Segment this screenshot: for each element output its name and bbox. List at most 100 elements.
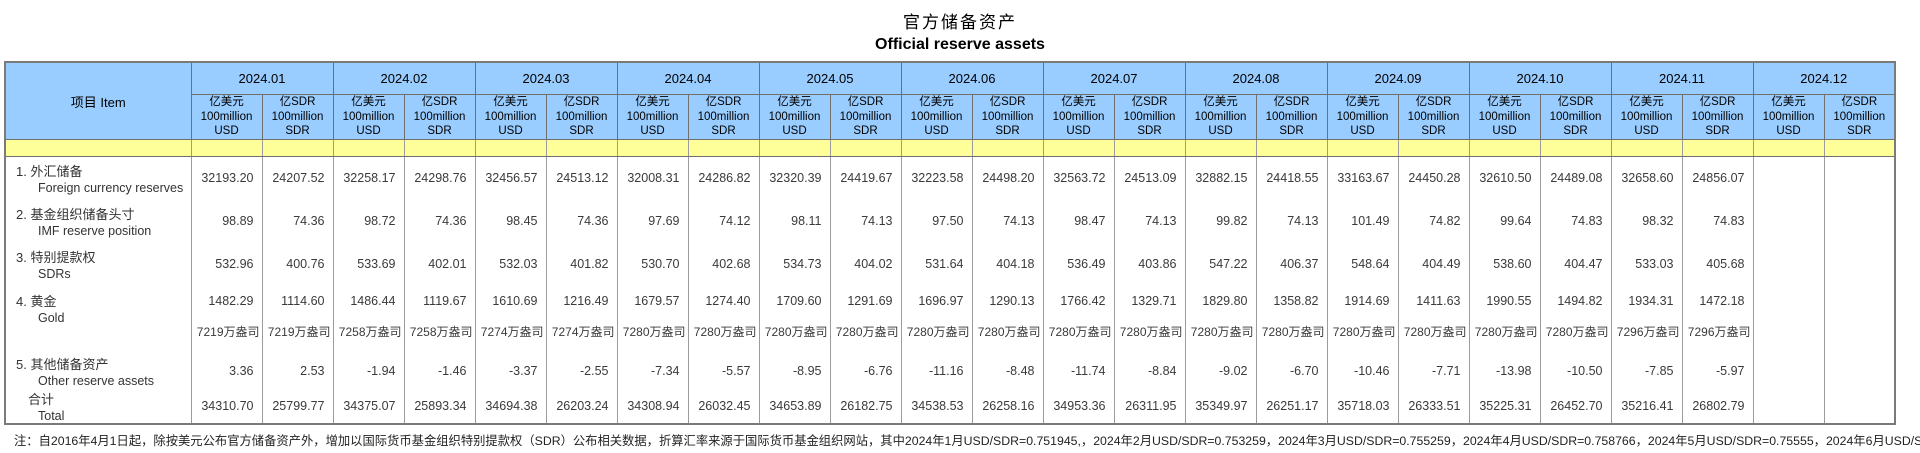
spacer-cell (616, 139, 689, 157)
cell-total-sdr (1823, 388, 1896, 424)
cell-usd: 97.50 (900, 199, 973, 243)
table-row: 5. 其他储备资产 Other reserve assets 3.36 2.53 -1.… (4, 352, 1896, 389)
unit-usd-header: 亿美元 100million USD (900, 94, 973, 140)
cell-usd: 547.22 (1184, 242, 1257, 286)
month-header: 2024.12 (1752, 61, 1896, 95)
unit-sdr-header: 亿SDR 100million SDR (1113, 94, 1186, 140)
gold-ounces: 7296万盎司 (1687, 324, 1751, 339)
cell-total-usd: 35349.97 (1184, 388, 1257, 424)
cell-total-usd: 34953.36 (1042, 388, 1115, 424)
cell-usd: -1.94 (332, 352, 405, 389)
item-column-header: 项目 Item (4, 61, 192, 140)
cell-total-usd: 35216.41 (1610, 388, 1683, 424)
cell-usd: 99.64 (1468, 199, 1541, 243)
cell-total-usd: 34653.89 (758, 388, 831, 424)
month-header: 2024.03 (474, 61, 618, 95)
unit-usd-header: 亿美元 100million USD (1184, 94, 1257, 140)
spacer-cell (1184, 139, 1257, 157)
cell-total-sdr: 26452.70 (1539, 388, 1612, 424)
spacer-row (4, 139, 1896, 157)
cell-total-usd: 35718.03 (1326, 388, 1399, 424)
cell-sdr: 74.13 (1255, 199, 1328, 243)
cell-usd: -11.16 (900, 352, 973, 389)
cell-usd: 1709.60 7280万盎司 (758, 285, 831, 353)
cell-sdr: 74.12 (687, 199, 760, 243)
cell-sdr: 74.83 (1681, 199, 1754, 243)
cell-sdr: -5.57 (687, 352, 760, 389)
table-row: 3. 特别提款权 SDRs 532.96 400.76 533.69 402.01 532.… (4, 242, 1896, 286)
spacer-cell (1752, 139, 1825, 157)
cell-sdr: 74.83 (1539, 199, 1612, 243)
spacer-cell (403, 139, 476, 157)
gold-ounces: 7280万盎司 (1048, 324, 1112, 339)
unit-usd-header: 亿美元 100million USD (474, 94, 547, 140)
cell-usd: 32320.39 (758, 156, 831, 200)
cell-total-sdr: 25799.77 (261, 388, 334, 424)
row-label: 2. 基金组织储备头寸 IMF reserve position (4, 199, 192, 243)
cell-usd: 32658.60 (1610, 156, 1683, 200)
unit-usd-header: 亿美元 100million USD (616, 94, 689, 140)
cell-sdr: 1358.82 7280万盎司 (1255, 285, 1328, 353)
cell-usd: 532.96 (190, 242, 263, 286)
unit-sdr-header: 亿SDR 100million SDR (829, 94, 902, 140)
cell-total-usd: 34308.94 (616, 388, 689, 424)
table-row: 4. 黄金 Gold 1482.29 7219万盎司 1114.60 7219万盎司 148… (4, 285, 1896, 353)
cell-total-sdr: 26802.79 (1681, 388, 1754, 424)
month-header: 2024.08 (1184, 61, 1328, 95)
cell-sdr: 1274.40 7280万盎司 (687, 285, 760, 353)
cell-sdr: 404.47 (1539, 242, 1612, 286)
cell-usd: 32193.20 (190, 156, 263, 200)
cell-total-sdr: 26203.24 (545, 388, 618, 424)
month-header: 2024.05 (758, 61, 902, 95)
cell-sdr: 74.36 (545, 199, 618, 243)
spacer-cell (900, 139, 973, 157)
spacer-cell (545, 139, 618, 157)
gold-ounces: 7280万盎司 (1261, 324, 1325, 339)
cell-usd (1752, 156, 1825, 200)
cell-usd: 1679.57 7280万盎司 (616, 285, 689, 353)
cell-usd: -3.37 (474, 352, 547, 389)
unit-usd-header: 亿美元 100million USD (1468, 94, 1541, 140)
cell-total-usd: 35225.31 (1468, 388, 1541, 424)
cell-sdr: 1411.63 7280万盎司 (1397, 285, 1470, 353)
cell-usd: 532.03 (474, 242, 547, 286)
cell-sdr: -8.48 (971, 352, 1044, 389)
gold-ounces: 7219万盎司 (267, 324, 331, 339)
unit-sdr-header: 亿SDR 100million SDR (1255, 94, 1328, 140)
cell-sdr: 404.02 (829, 242, 902, 286)
page-title-zh: 官方储备资产 (903, 13, 1017, 33)
cell-usd: 33163.67 (1326, 156, 1399, 200)
cell-usd: 98.32 (1610, 199, 1683, 243)
cell-usd: 98.89 (190, 199, 263, 243)
cell-total-usd: 34694.38 (474, 388, 547, 424)
spacer-cell (758, 139, 831, 157)
spacer-cell (1113, 139, 1186, 157)
cell-usd: -7.34 (616, 352, 689, 389)
cell-usd (1752, 199, 1825, 243)
unit-sdr-header: 亿SDR 100million SDR (1681, 94, 1754, 140)
cell-usd: 1914.69 7280万盎司 (1326, 285, 1399, 353)
cell-usd: 1482.29 7219万盎司 (190, 285, 263, 353)
cell-total-usd: 34538.53 (900, 388, 973, 424)
spacer-cell (474, 139, 547, 157)
unit-sdr-header: 亿SDR 100million SDR (403, 94, 476, 140)
gold-ounces: 7258万盎司 (338, 324, 402, 339)
cell-usd: 97.69 (616, 199, 689, 243)
official-reserves-table: 项目 Item 2024.01 2024.02 2024.03 2024.04 2024.… (4, 61, 1896, 425)
footnote-line-1: 注：自2016年4月1日起，除按美元公布官方储备资产外，增加以国际货币基金组织特… (14, 433, 1920, 448)
spacer-cell (971, 139, 1044, 157)
page-title-en: Official reserve assets (875, 36, 1045, 53)
month-header: 2024.01 (190, 61, 334, 95)
month-header: 2024.06 (900, 61, 1044, 95)
cell-usd: 530.70 (616, 242, 689, 286)
cell-sdr (1823, 199, 1896, 243)
cell-sdr: 24450.28 (1397, 156, 1470, 200)
cell-usd: 32258.17 (332, 156, 405, 200)
cell-usd: 1766.42 7280万盎司 (1042, 285, 1115, 353)
cell-usd: 1610.69 7274万盎司 (474, 285, 547, 353)
cell-sdr: 74.13 (829, 199, 902, 243)
cell-usd: 99.82 (1184, 199, 1257, 243)
cell-sdr: 74.36 (403, 199, 476, 243)
cell-sdr (1823, 352, 1896, 389)
gold-ounces: 7280万盎司 (906, 324, 970, 339)
